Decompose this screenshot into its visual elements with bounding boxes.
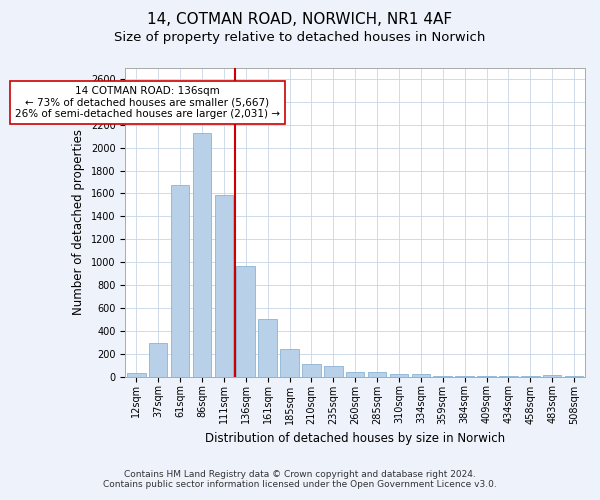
Text: Size of property relative to detached houses in Norwich: Size of property relative to detached ho…	[115, 31, 485, 44]
Bar	[346, 372, 364, 376]
Bar	[324, 366, 343, 376]
Bar	[543, 375, 562, 376]
Text: 14, COTMAN ROAD, NORWICH, NR1 4AF: 14, COTMAN ROAD, NORWICH, NR1 4AF	[148, 12, 452, 28]
Bar	[368, 372, 386, 376]
Bar	[127, 373, 146, 376]
Bar	[236, 266, 255, 376]
Bar	[259, 320, 277, 376]
Bar	[389, 374, 408, 376]
X-axis label: Distribution of detached houses by size in Norwich: Distribution of detached houses by size …	[205, 432, 505, 445]
Bar	[149, 344, 167, 376]
Text: 14 COTMAN ROAD: 136sqm
← 73% of detached houses are smaller (5,667)
26% of semi-: 14 COTMAN ROAD: 136sqm ← 73% of detached…	[15, 86, 280, 119]
Bar	[302, 364, 321, 376]
Text: Contains HM Land Registry data © Crown copyright and database right 2024.
Contai: Contains HM Land Registry data © Crown c…	[103, 470, 497, 489]
Bar	[412, 374, 430, 376]
Bar	[171, 186, 190, 376]
Bar	[215, 194, 233, 376]
Bar	[280, 348, 299, 376]
Bar	[193, 133, 211, 376]
Y-axis label: Number of detached properties: Number of detached properties	[73, 129, 85, 315]
